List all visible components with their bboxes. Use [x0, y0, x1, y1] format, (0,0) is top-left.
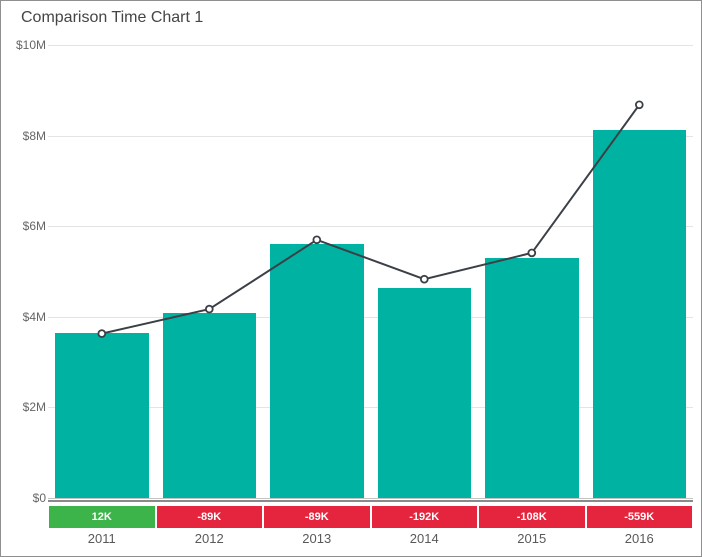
x-axis-label-2016: 2016	[624, 531, 654, 546]
gridline	[48, 45, 693, 46]
diff-badge-2016: -559K	[586, 506, 692, 528]
line-marker-2016[interactable]	[634, 100, 644, 110]
line-marker-2014[interactable]	[419, 274, 429, 284]
y-axis-tick-label: $6M	[22, 219, 46, 234]
line-marker-2013[interactable]	[312, 235, 322, 245]
column-bar-2014[interactable]	[377, 287, 471, 498]
chart-title: Comparison Time Chart 1	[21, 9, 204, 26]
diff-badge-2011: 12K	[49, 506, 155, 528]
y-axis-tick-label: $10M	[15, 38, 46, 52]
y-axis-tick-label: $2M	[22, 400, 46, 415]
y-axis-tick-label: $0	[32, 491, 46, 505]
column-bar-2016[interactable]	[592, 130, 686, 498]
x-axis-label-2011: 2011	[87, 531, 116, 546]
x-axis-label-2014: 2014	[409, 531, 439, 546]
y-axis-tick-label: $8M	[22, 128, 46, 143]
x-axis-label-2013: 2013	[302, 531, 332, 546]
diff-badge-2014: -192K	[371, 506, 477, 528]
x-axis-label-2012: 2012	[194, 531, 224, 546]
column-bar-2013[interactable]	[270, 243, 364, 498]
column-bar-2015[interactable]	[485, 257, 579, 498]
gridline	[48, 407, 693, 409]
diff-badge-2015: -108K	[479, 506, 585, 528]
column-bar-2011[interactable]	[55, 333, 149, 498]
y-axis-tick-label: $4M	[22, 309, 46, 324]
x-axis-line	[48, 500, 693, 502]
x-axis-line-light	[48, 498, 693, 499]
x-axis-label-2015: 2015	[517, 531, 547, 546]
diff-badge-2013: -89K	[264, 506, 370, 528]
line-marker-2012[interactable]	[205, 304, 214, 314]
diff-badge-2012: -89K	[156, 506, 262, 528]
column-bar-2012[interactable]	[162, 313, 256, 498]
line-marker-2015[interactable]	[527, 248, 537, 258]
